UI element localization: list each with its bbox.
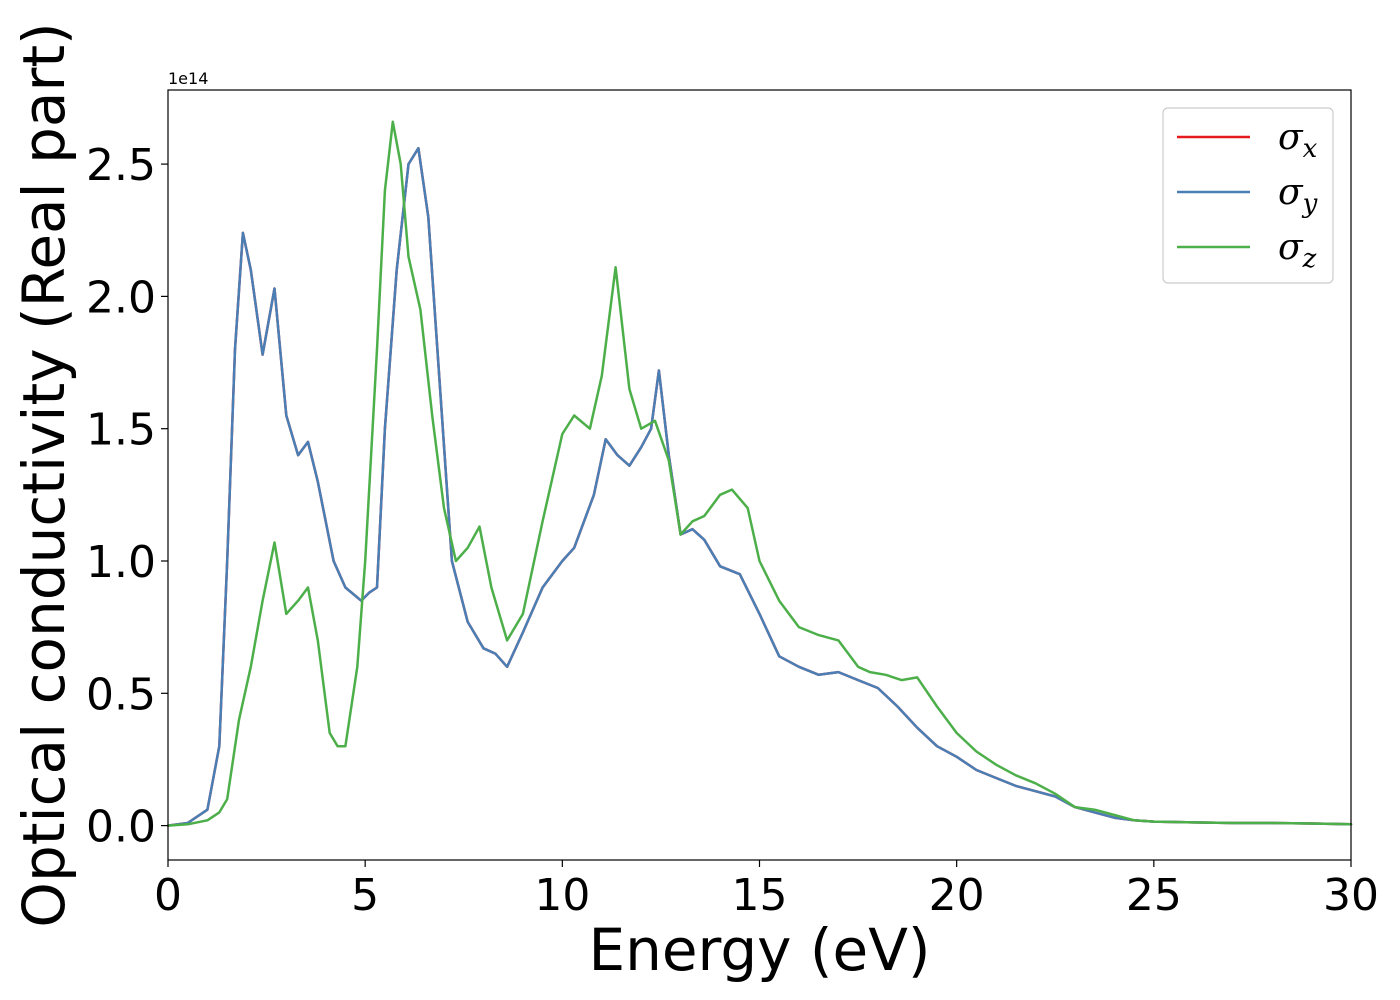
legend-box <box>1162 107 1334 284</box>
x-tick-label: 0 <box>154 870 182 921</box>
y-axis: 0.0 0.5 1.0 1.5 2.0 2.5 <box>86 140 168 853</box>
y-axis-title: Optical conductivity (Real part) <box>10 22 78 927</box>
x-axis: 0 5 10 15 20 25 30 <box>154 860 1379 921</box>
series-layer <box>166 120 1353 827</box>
y-tick-label: 0.0 <box>86 802 156 853</box>
x-tick-label: 5 <box>351 870 379 921</box>
legend-label-x: σx <box>1278 117 1318 164</box>
x-tick-label: 20 <box>929 870 985 921</box>
y-offset-label: 1e14 <box>168 69 208 88</box>
y-tick-label: 2.0 <box>86 272 156 323</box>
legend-label-z: σz <box>1278 227 1317 274</box>
y-tick-label: 0.5 <box>86 669 156 720</box>
y-tick-label: 1.0 <box>86 537 156 588</box>
x-tick-label: 30 <box>1323 870 1379 921</box>
series-line-z <box>166 120 1353 827</box>
x-tick-label: 25 <box>1126 870 1182 921</box>
series-line-y <box>166 146 1353 827</box>
x-axis-title: Energy (eV) <box>588 916 930 984</box>
x-tick-label: 15 <box>732 870 788 921</box>
legend-label-y: σy <box>1278 172 1318 219</box>
x-tick-label: 10 <box>534 870 590 921</box>
y-tick-label: 1.5 <box>86 405 156 456</box>
legend: σx σy σz <box>1162 107 1334 284</box>
y-tick-label: 2.5 <box>86 140 156 191</box>
